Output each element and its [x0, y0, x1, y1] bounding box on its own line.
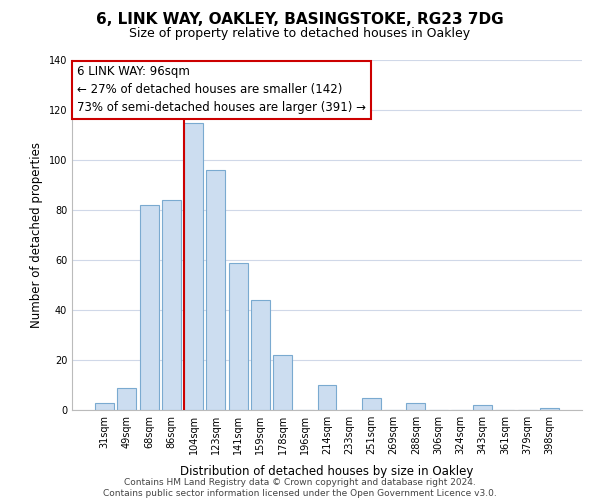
- Bar: [273, 355, 292, 410]
- Bar: [362, 398, 381, 410]
- Bar: [540, 408, 559, 410]
- Bar: [184, 122, 203, 410]
- Text: Size of property relative to detached houses in Oakley: Size of property relative to detached ho…: [130, 28, 470, 40]
- Bar: [251, 300, 270, 410]
- Bar: [140, 205, 158, 410]
- Bar: [206, 170, 225, 410]
- Text: Contains HM Land Registry data © Crown copyright and database right 2024.
Contai: Contains HM Land Registry data © Crown c…: [103, 478, 497, 498]
- Bar: [229, 262, 248, 410]
- X-axis label: Distribution of detached houses by size in Oakley: Distribution of detached houses by size …: [181, 466, 473, 478]
- Bar: [317, 385, 337, 410]
- Bar: [473, 405, 492, 410]
- Y-axis label: Number of detached properties: Number of detached properties: [30, 142, 43, 328]
- Bar: [162, 200, 181, 410]
- Text: 6 LINK WAY: 96sqm
← 27% of detached houses are smaller (142)
73% of semi-detache: 6 LINK WAY: 96sqm ← 27% of detached hous…: [77, 66, 366, 114]
- Text: 6, LINK WAY, OAKLEY, BASINGSTOKE, RG23 7DG: 6, LINK WAY, OAKLEY, BASINGSTOKE, RG23 7…: [96, 12, 504, 28]
- Bar: [118, 388, 136, 410]
- Bar: [406, 402, 425, 410]
- Bar: [95, 402, 114, 410]
